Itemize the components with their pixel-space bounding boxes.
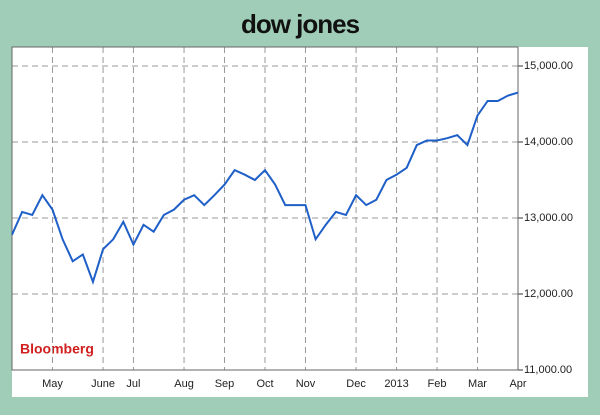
y-tick-label: 12,000.00 bbox=[524, 288, 573, 300]
panel bbox=[12, 47, 588, 397]
x-tick-label: June bbox=[91, 378, 115, 390]
x-tick-label: Nov bbox=[296, 378, 316, 390]
x-tick-label: 2013 bbox=[384, 378, 408, 390]
x-tick-label: Dec bbox=[346, 378, 366, 390]
x-tick-label: Feb bbox=[428, 378, 447, 390]
x-tick-label: Sep bbox=[215, 378, 235, 390]
y-tick-label: 13,000.00 bbox=[524, 212, 573, 224]
x-tick-label: Apr bbox=[509, 378, 526, 390]
x-tick-label: Mar bbox=[468, 378, 487, 390]
x-tick-label: Jul bbox=[126, 378, 140, 390]
plot-frame bbox=[11, 46, 519, 371]
y-tick-label: 14,000.00 bbox=[524, 136, 573, 148]
annotation: Bloomberg bbox=[20, 341, 94, 357]
line-series bbox=[11, 91, 519, 285]
y-tick-label: 11,000.00 bbox=[524, 364, 572, 376]
x-tick-label: Oct bbox=[256, 378, 273, 390]
x-tick-label: Aug bbox=[174, 378, 194, 390]
y-tick-label: 15,000.00 bbox=[524, 60, 573, 72]
x-tick-label: May bbox=[42, 378, 63, 390]
chart-title: dow jones bbox=[241, 9, 360, 39]
